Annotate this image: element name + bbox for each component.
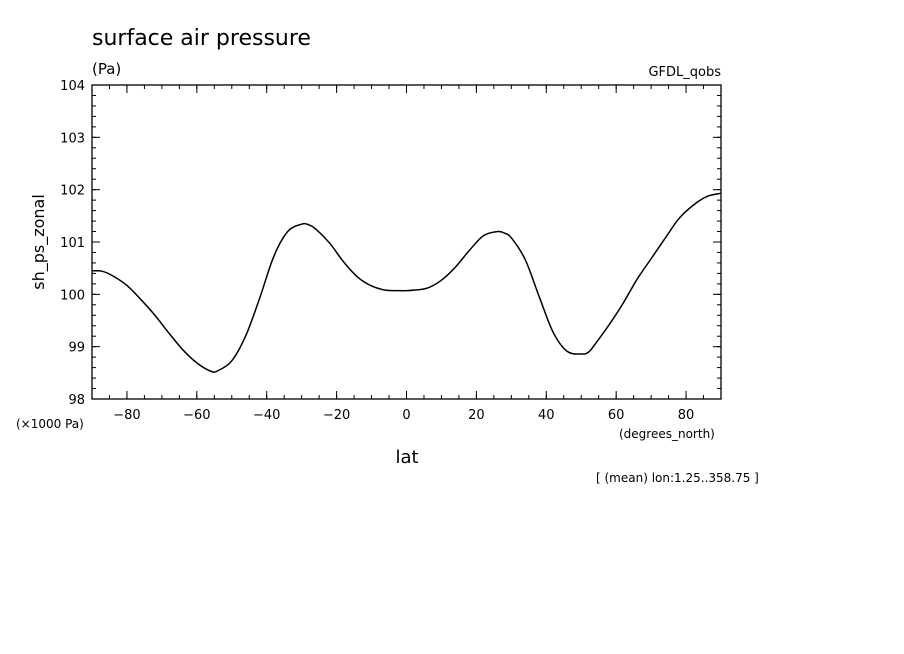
y-tick-label: 102	[60, 184, 85, 199]
source-label: GFDL_qobs	[648, 65, 721, 80]
y-tick-label: 104	[60, 79, 85, 94]
y-tick-label: 99	[68, 341, 85, 356]
footnote: [ (mean) lon:1.25..358.75 ]	[596, 471, 759, 485]
x-tick-label: 60	[608, 408, 625, 423]
tick-labels: −80 −60 −40 −20 0 20 40 60 80 98 99 100 101 102 103 104	[60, 79, 694, 423]
x-tick-label: −20	[323, 408, 350, 423]
y-scale-note: (×1000 Pa)	[16, 417, 84, 431]
y-axis-label: sh_ps_zonal	[29, 194, 49, 290]
y-tick-label: 101	[60, 236, 85, 251]
x-axis-label: lat	[395, 447, 418, 468]
chart-units: (Pa)	[92, 60, 121, 78]
y-tick-label: 98	[68, 393, 85, 408]
plot-frame	[91, 84, 722, 400]
y-tick-label: 100	[60, 288, 85, 303]
axis-ticks	[91, 84, 722, 400]
x-tick-label: −40	[253, 408, 280, 423]
series-line	[91, 192, 722, 373]
x-tick-label: 0	[402, 408, 410, 423]
series-layer	[91, 192, 722, 373]
chart-title: surface air pressure	[92, 26, 311, 51]
x-tick-label: 20	[468, 408, 485, 423]
x-tick-label: 80	[678, 408, 695, 423]
x-tick-label: −80	[113, 408, 140, 423]
x-tick-label: −60	[183, 408, 210, 423]
x-units-label: (degrees_north)	[619, 427, 715, 441]
x-tick-label: 40	[538, 408, 555, 423]
y-tick-label: 103	[60, 131, 85, 146]
